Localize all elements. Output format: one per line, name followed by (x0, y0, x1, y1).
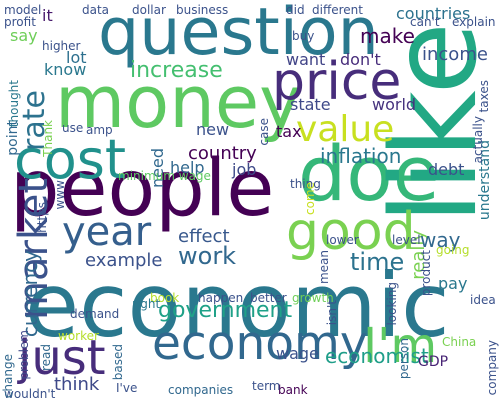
word: company (485, 340, 499, 396)
word: don't (340, 50, 381, 69)
word: just (18, 330, 106, 386)
word: economist (325, 344, 429, 368)
word: I've (116, 381, 138, 395)
word: data (82, 3, 110, 17)
word: explain (452, 15, 496, 29)
word: isn't (325, 300, 339, 326)
word: want (286, 50, 326, 69)
word: use (62, 121, 84, 135)
word: based (111, 344, 125, 381)
word: know (44, 60, 87, 79)
word: it (42, 6, 53, 25)
word: debt (428, 160, 465, 179)
word: new (196, 120, 230, 139)
word: increase (130, 58, 223, 83)
word: government (158, 298, 293, 323)
word: looking (385, 282, 399, 326)
word: world (372, 95, 417, 114)
word: way (420, 228, 461, 252)
word: case (257, 118, 271, 146)
word: profit (4, 15, 36, 29)
word: can't (410, 15, 440, 29)
word: growth (292, 291, 334, 305)
word: example (85, 250, 163, 271)
word: book (150, 291, 180, 305)
word: China (442, 335, 477, 349)
word: right (132, 297, 161, 311)
word: wouldn't (4, 387, 56, 400)
word: mean (317, 250, 331, 285)
word: country (188, 143, 257, 164)
word: good (286, 202, 416, 262)
word: Thank (41, 120, 55, 157)
word: countries (396, 4, 471, 23)
word: taxes (477, 80, 491, 113)
word: actually (471, 116, 485, 164)
word: tax (276, 122, 302, 141)
word: different (312, 3, 363, 17)
word: I'm (363, 318, 438, 374)
word: model (4, 3, 42, 17)
word: idea (470, 293, 496, 307)
word: companies (168, 383, 234, 397)
word: read (39, 344, 53, 372)
word: buy (292, 29, 315, 43)
word: state (290, 95, 331, 114)
word: value (296, 109, 395, 150)
word: dollar (132, 3, 166, 17)
word: minimum wage (118, 169, 211, 183)
word: come (303, 182, 317, 216)
word: effect (178, 226, 230, 247)
word: thing (290, 177, 321, 191)
word: economic (25, 254, 450, 357)
word: price (272, 52, 402, 112)
word: problem (17, 330, 31, 380)
word: pay (438, 274, 468, 293)
word: product (419, 250, 433, 297)
word: term (252, 379, 281, 393)
word: www (53, 180, 67, 210)
word: cost (14, 128, 127, 191)
word: higher (42, 39, 81, 53)
word: currency (18, 250, 42, 338)
word: job (232, 160, 257, 179)
word: did (286, 3, 305, 17)
word: make (360, 24, 415, 48)
word: doe (298, 129, 440, 218)
word: inflation (320, 144, 402, 168)
word: person (397, 338, 411, 380)
word: economy (152, 316, 368, 371)
word: wage (276, 344, 319, 363)
word: worker (58, 329, 99, 343)
word: time (350, 248, 405, 276)
word: happen (198, 291, 244, 305)
word: help (170, 158, 205, 177)
word: amp (86, 123, 113, 137)
word: money (55, 60, 302, 144)
word: people (10, 144, 275, 234)
word: think (54, 374, 100, 395)
word: going (436, 243, 470, 257)
word: https (35, 202, 49, 233)
word: bank (278, 383, 308, 397)
word: change (1, 354, 15, 399)
word: level (392, 233, 421, 247)
word: income (422, 44, 488, 65)
word: year (62, 209, 152, 255)
word: thought (7, 80, 21, 128)
word: say (10, 26, 38, 45)
word: question (98, 0, 379, 70)
word: business (176, 3, 229, 17)
word: better (250, 291, 287, 305)
word: lower (326, 233, 359, 247)
word: demand (70, 307, 120, 321)
word: work (178, 242, 237, 270)
word: lot (66, 48, 87, 67)
word: GDP (418, 354, 449, 370)
